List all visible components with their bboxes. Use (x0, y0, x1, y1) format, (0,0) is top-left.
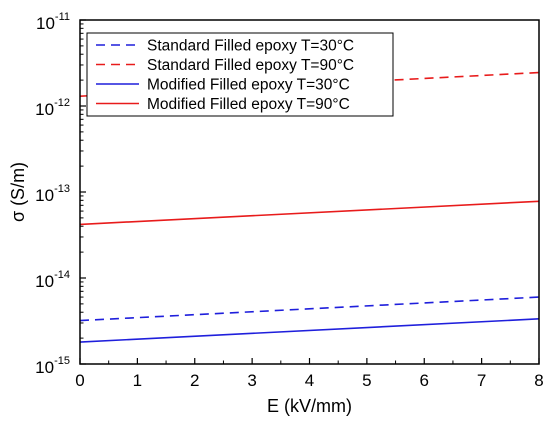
legend-label: Modified Filled epoxy T=30°C (147, 77, 350, 94)
y-tick-label: 10-11 (36, 11, 70, 33)
x-tick-label: 6 (420, 371, 429, 390)
legend: Standard Filled epoxy T=30°C Standard Fil… (86, 32, 394, 117)
series-line-1 (80, 296, 539, 322)
x-tick-label: 0 (75, 371, 84, 390)
y-tick-label: 10-15 (35, 355, 70, 377)
y-tick-label: 10-14 (35, 269, 70, 291)
y-axis-label: σ (S/m) (8, 162, 28, 222)
x-tick-label: 4 (305, 371, 314, 390)
y-tick-label: 10-12 (35, 97, 70, 119)
x-tick-label: 2 (190, 371, 199, 390)
x-tick-label: 8 (534, 371, 543, 390)
series-line-3 (80, 318, 539, 343)
x-tick-label: 5 (362, 371, 371, 390)
legend-label: Modified Filled epoxy T=90°C (147, 96, 350, 113)
legend-label: Standard Filled epoxy T=90°C (147, 57, 354, 74)
y-tick-label: 10-13 (35, 183, 70, 205)
x-tick-label: 3 (247, 371, 256, 390)
ticks-layer: 0 1 2 3 4 5 6 7 8 10-15 10-14 10-13 10-12 10-11 (35, 11, 544, 390)
x-tick-label: 7 (477, 371, 486, 390)
legend-box (86, 32, 394, 117)
legend-label: Standard Filled epoxy T=30°C (147, 38, 354, 55)
series-line-4 (80, 200, 539, 226)
x-tick-label: 1 (133, 371, 142, 390)
x-axis-label: E (kV/mm) (267, 396, 352, 416)
